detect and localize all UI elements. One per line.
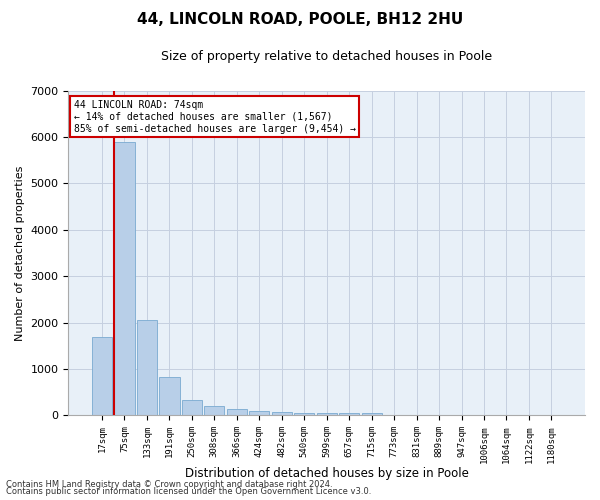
Bar (317, 413, 337, 416)
Bar (227, 409, 247, 416)
Bar (115, 142, 134, 416)
Bar (249, 411, 269, 416)
Bar (272, 412, 292, 416)
Bar (362, 413, 382, 416)
Text: 44, LINCOLN ROAD, POOLE, BH12 2HU: 44, LINCOLN ROAD, POOLE, BH12 2HU (137, 12, 463, 28)
Bar (294, 413, 314, 416)
Text: 44 LINCOLN ROAD: 74sqm
← 14% of detached houses are smaller (1,567)
85% of semi-: 44 LINCOLN ROAD: 74sqm ← 14% of detached… (74, 100, 356, 134)
Bar (92, 336, 112, 415)
Title: Size of property relative to detached houses in Poole: Size of property relative to detached ho… (161, 50, 492, 63)
Text: Contains public sector information licensed under the Open Government Licence v3: Contains public sector information licen… (6, 487, 371, 496)
Bar (159, 378, 179, 416)
Bar (137, 320, 157, 416)
Y-axis label: Number of detached properties: Number of detached properties (15, 166, 25, 340)
Bar (204, 406, 224, 415)
Bar (182, 400, 202, 415)
X-axis label: Distribution of detached houses by size in Poole: Distribution of detached houses by size … (185, 467, 469, 480)
Text: Contains HM Land Registry data © Crown copyright and database right 2024.: Contains HM Land Registry data © Crown c… (6, 480, 332, 489)
Bar (339, 413, 359, 416)
